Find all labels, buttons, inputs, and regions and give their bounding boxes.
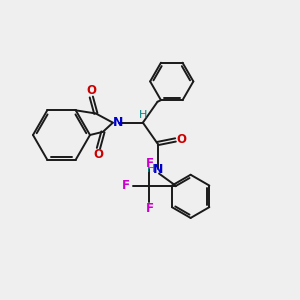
Text: O: O (86, 85, 96, 98)
Text: N: N (113, 116, 124, 129)
Text: O: O (93, 148, 103, 161)
Text: F: F (146, 202, 153, 214)
Text: F: F (146, 157, 153, 169)
Text: H: H (147, 164, 155, 174)
Text: H: H (139, 110, 147, 120)
Text: N: N (153, 163, 163, 176)
Text: O: O (176, 134, 187, 146)
Text: F: F (122, 179, 130, 192)
